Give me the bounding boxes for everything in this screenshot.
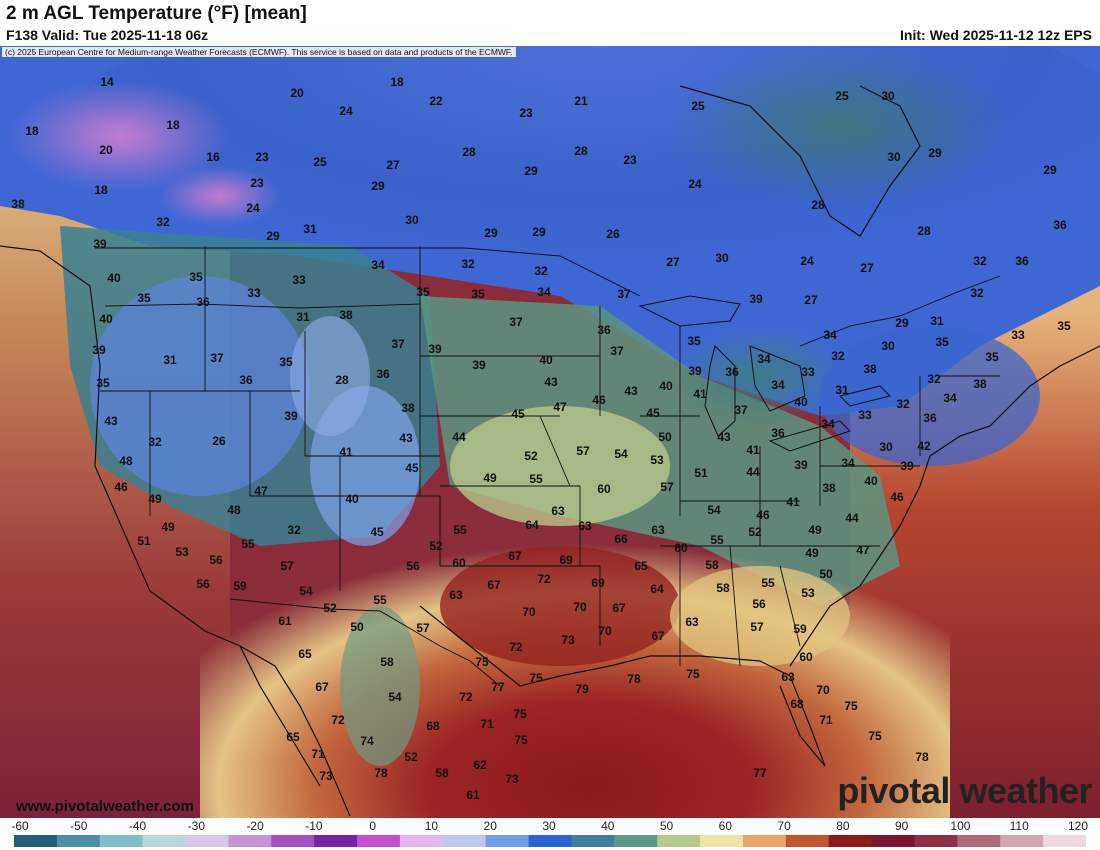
color-scale-tick: -60 [11,819,29,833]
website-link[interactable]: www.pivotalweather.com [16,798,194,815]
color-scale-segment [14,835,58,847]
color-scale-bar [14,835,1086,847]
color-scale-ticks: -60 -50 -40 -30 -20 -10 0 10 20 30 40 50 60 70 80 90 100… [0,818,1100,834]
color-scale-tick: 20 [483,819,497,833]
color-scale-segment [614,835,658,847]
color-scale-segment [271,835,315,847]
color-scale-segment [99,835,144,847]
temperature-map[interactable] [0,46,1100,818]
color-scale-tick: 80 [836,819,850,833]
color-scale-tick: -20 [246,819,264,833]
color-scale-segment [828,835,873,847]
color-scale-tick: 120 [1067,819,1089,833]
color-scale-segment [785,835,830,847]
color-scale: -60 -50 -40 -30 -20 -10 0 10 20 30 40 50 60 70 80 90 100… [0,818,1100,850]
color-scale-segment [957,835,1001,847]
color-scale-segment [399,835,444,847]
color-scale-segment [700,835,744,847]
color-scale-segment [871,835,916,847]
color-scale-segment [742,835,787,847]
color-scale-segment [1043,835,1086,847]
color-scale-segment [185,835,229,847]
color-scale-segment [528,835,573,847]
init-time: Init: Wed 2025-11-12 12z EPS [900,27,1092,43]
color-scale-tick: 10 [424,819,439,833]
color-scale-segment [485,835,530,847]
color-scale-segment [142,835,187,847]
color-scale-tick: 60 [718,819,733,833]
pivotal-weather-logo: pivotal weather [837,770,1092,811]
color-scale-tick: -40 [128,819,147,833]
color-scale-segment [914,835,958,847]
color-scale-tick: 50 [659,819,674,833]
color-scale-segment [571,835,615,847]
color-scale-segment [228,835,272,847]
color-scale-tick: 110 [1009,819,1029,833]
color-scale-tick: 100 [950,819,971,833]
color-scale-segment [657,835,701,847]
color-scale-segment [1000,835,1044,847]
color-scale-tick: -30 [187,819,205,833]
temperature-map-graphic [0,46,1100,818]
color-scale-segment [56,835,101,847]
valid-time: F138 Valid: Tue 2025-11-18 06z [6,27,209,43]
color-scale-segment [314,835,358,847]
color-scale-tick: -50 [70,819,88,833]
color-scale-tick: 90 [894,819,909,833]
color-scale-tick: 70 [777,819,791,833]
color-scale-tick: -10 [305,819,323,833]
color-scale-tick: 30 [542,819,556,833]
copyright-notice: (c) 2025 European Centre for Medium-rang… [2,47,516,57]
color-scale-segment [442,835,487,847]
map-title: 2 m AGL Temperature (°F) [mean] [6,3,307,24]
color-scale-segment [357,835,401,847]
color-scale-tick: 40 [601,819,615,833]
header-bar: 2 m AGL Temperature (°F) [mean] F138 Val… [0,0,1100,46]
color-scale-tick: 0 [369,819,376,833]
